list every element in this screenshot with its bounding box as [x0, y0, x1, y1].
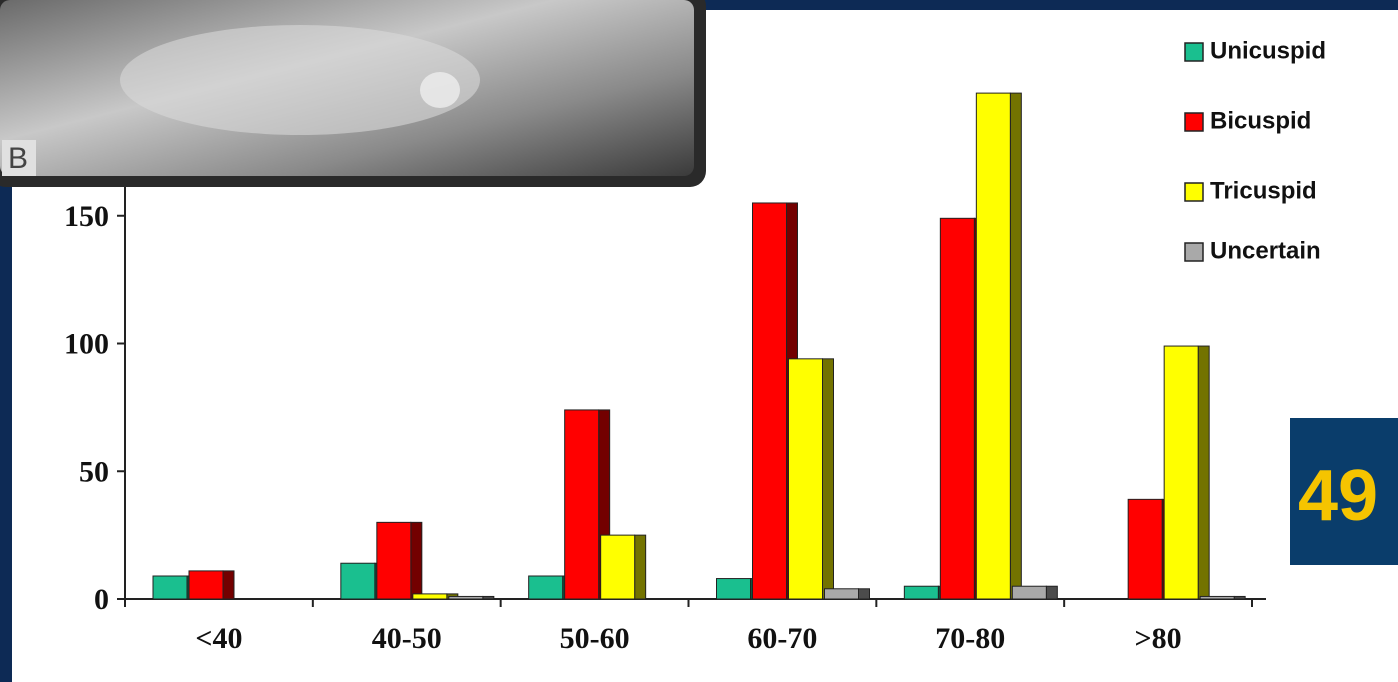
legend-label: Unicuspid	[1210, 37, 1326, 64]
photo-inset: B	[0, 0, 706, 187]
bar-front	[565, 410, 599, 599]
legend-label: Tricuspid	[1210, 177, 1317, 204]
x-tick-label: 50-60	[560, 622, 630, 655]
bar-side	[635, 535, 646, 599]
photo-shape	[420, 72, 460, 108]
bar-side	[1010, 93, 1021, 599]
bar	[825, 589, 870, 599]
bar	[377, 522, 422, 599]
bar-front	[940, 218, 974, 599]
bar-front	[1012, 586, 1046, 599]
bar-front	[1164, 346, 1198, 599]
bar	[789, 359, 834, 599]
bar-front	[789, 359, 823, 599]
y-tick-label: 150	[64, 200, 109, 233]
bar-front	[825, 589, 859, 599]
page: {"image_label": "B", "badge": "49", "cha…	[0, 0, 1398, 682]
x-tick-label: 60-70	[747, 622, 817, 655]
x-tick-label: 40-50	[372, 622, 442, 655]
bar-front	[976, 93, 1010, 599]
badge-text: 49	[1298, 456, 1378, 536]
bar-front	[529, 576, 563, 599]
bar-front	[153, 576, 187, 599]
bar-side	[483, 596, 494, 599]
bar-side	[859, 589, 870, 599]
bar-front	[904, 586, 938, 599]
legend-label: Uncertain	[1210, 237, 1321, 264]
bar-side	[1198, 346, 1209, 599]
y-tick-label: 100	[64, 328, 109, 361]
bar-front	[1128, 499, 1162, 599]
bar	[1164, 346, 1209, 599]
bar-front	[1200, 596, 1234, 599]
bar	[449, 596, 494, 599]
bar	[1200, 596, 1245, 599]
bar-side	[1046, 586, 1057, 599]
legend-swatch	[1185, 113, 1203, 131]
x-tick-label: 70-80	[935, 622, 1005, 655]
y-tick-label: 50	[79, 455, 109, 488]
y-tick-label: 0	[94, 583, 109, 616]
bar-side	[823, 359, 834, 599]
bar-side	[223, 571, 234, 599]
bar-front	[753, 203, 787, 599]
bar-front	[413, 594, 447, 599]
legend-label: Bicuspid	[1210, 107, 1311, 134]
x-tick-label: <40	[195, 622, 242, 655]
bar-front	[189, 571, 223, 599]
slide: 0 50 100 150 <40 40-50 50-60 60-70 70-80 >80 Unicu…	[0, 0, 1398, 682]
bar-front	[449, 596, 483, 599]
legend-swatch	[1185, 243, 1203, 261]
bar-front	[341, 563, 375, 599]
photo-label: B	[8, 142, 28, 175]
bar-front	[377, 522, 411, 599]
bar-front	[717, 579, 751, 599]
bar	[601, 535, 646, 599]
legend-swatch	[1185, 183, 1203, 201]
bar-side	[411, 522, 422, 599]
bar-front	[601, 535, 635, 599]
x-tick-label: >80	[1135, 622, 1182, 655]
bar	[1012, 586, 1057, 599]
bar	[189, 571, 234, 599]
bar	[976, 93, 1021, 599]
legend-swatch	[1185, 43, 1203, 61]
bar-side	[1234, 596, 1245, 599]
